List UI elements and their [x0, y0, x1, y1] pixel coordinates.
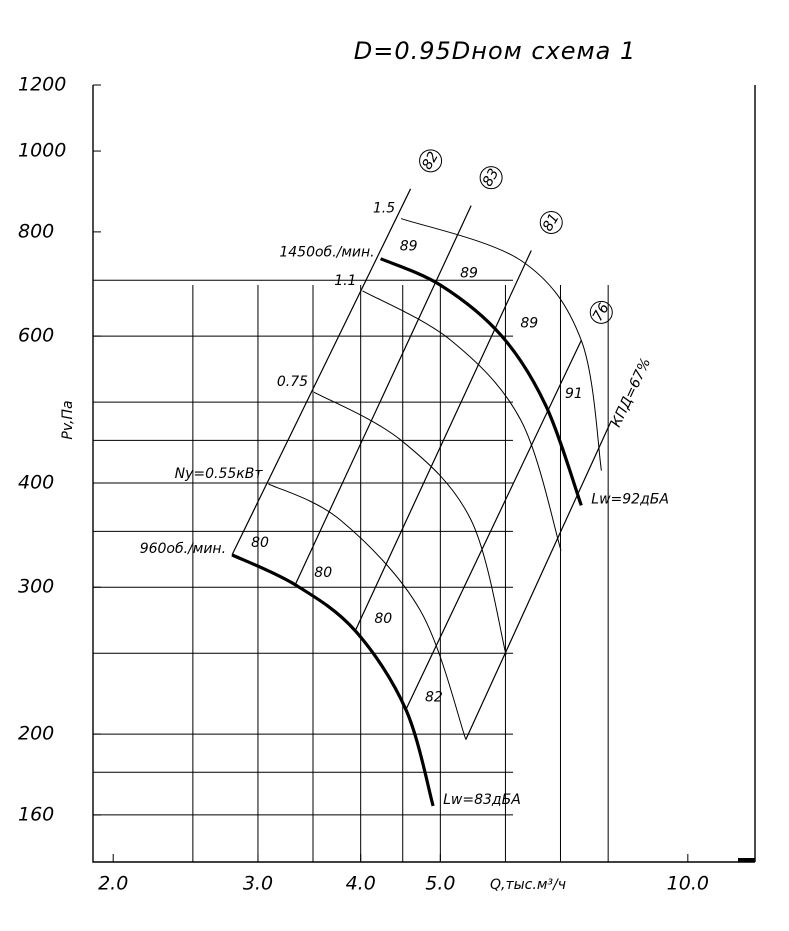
- efficiency-line: [354, 250, 532, 632]
- point-label: 82: [425, 690, 443, 706]
- noise-label: Lw=92дБА: [591, 491, 669, 507]
- point-label: 89: [520, 315, 538, 331]
- efficiency-line: [465, 420, 612, 740]
- speed-curve: [379, 257, 583, 506]
- power-line: [400, 218, 602, 471]
- power-line: [268, 483, 467, 740]
- chart-title: D=0.95Dном схема 1: [354, 37, 637, 65]
- efficiency-label: 81: [540, 211, 563, 234]
- efficiency-line: [405, 340, 582, 710]
- y-tick-label: 800: [18, 220, 54, 242]
- y-tick-label: 300: [18, 576, 54, 598]
- legend-label: 1450об./мин.: [279, 245, 374, 261]
- efficiency-line: [231, 188, 412, 556]
- label-ring: [419, 149, 443, 173]
- x-tick-label: 2.0: [98, 873, 128, 895]
- axes: [92, 85, 756, 863]
- power-label: 0.75: [277, 374, 308, 390]
- x-axis-label: Q,тыс.м³/ч: [490, 877, 566, 893]
- point-label: 80: [374, 611, 392, 627]
- efficiency-label: 83: [480, 166, 503, 189]
- label-ring: [479, 166, 503, 190]
- efficiency-label: 82: [419, 149, 442, 173]
- corner-mark: [738, 858, 755, 862]
- noise-label: Lw=83дБА: [443, 792, 521, 808]
- efficiency-line: [294, 205, 472, 586]
- label-ring: [539, 210, 563, 234]
- y-tick-label: 200: [18, 723, 54, 745]
- x-tick-label: 4.0: [346, 873, 376, 895]
- legend-label: 960об./мин.: [140, 541, 226, 557]
- point-label: 91: [565, 386, 583, 402]
- efficiency-label: 76: [590, 301, 613, 325]
- efficiency-label: КПД=67%: [608, 356, 654, 430]
- x-tick-label: 10.0: [667, 873, 709, 895]
- y-tick-label: 600: [18, 325, 54, 347]
- label-ring: [589, 300, 613, 324]
- point-label: 89: [400, 239, 418, 255]
- point-label: 89: [460, 265, 478, 281]
- y-tick-label: 1200: [18, 74, 66, 96]
- power-label: 1.5: [373, 201, 395, 217]
- x-tick-label: 3.0: [243, 873, 273, 895]
- y-tick-label: 160: [18, 803, 54, 825]
- point-label: 80: [314, 565, 332, 581]
- y-tick-label: 400: [18, 471, 54, 493]
- power-label: 1.1: [334, 273, 356, 289]
- point-label: 80: [251, 535, 269, 551]
- power-line: [362, 290, 562, 551]
- speed-curve: [231, 553, 435, 807]
- power-label: Ny=0.55кВт: [175, 466, 264, 482]
- y-axis-label: Pv,Па: [60, 400, 76, 439]
- power-line: [313, 391, 507, 655]
- y-tick-label: 1000: [18, 140, 66, 162]
- x-tick-label: 5.0: [425, 873, 455, 895]
